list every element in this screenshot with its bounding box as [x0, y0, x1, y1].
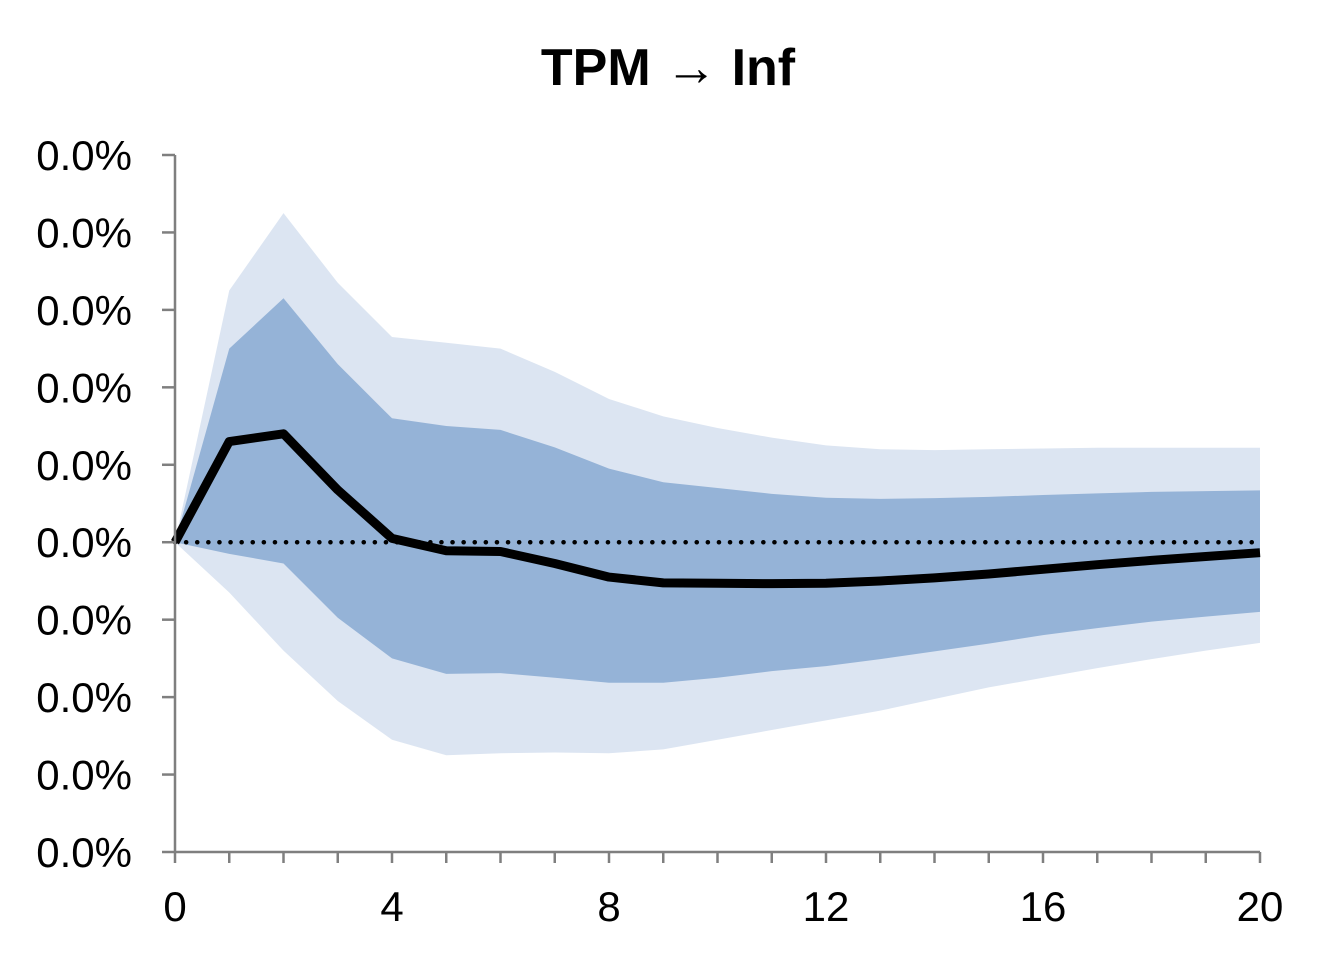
chart-title: TPM → Inf [541, 39, 796, 97]
y-tick-label: 0.0% [36, 674, 132, 721]
x-tick-label: 8 [597, 883, 620, 930]
y-tick-label: 0.0% [36, 132, 132, 179]
y-tick-label: 0.0% [36, 829, 132, 876]
y-tick-label: 0.0% [36, 752, 132, 799]
confidence-bands [175, 213, 1260, 756]
x-tick-label: 0 [163, 883, 186, 930]
x-tick-label: 16 [1020, 883, 1067, 930]
series-layer [171, 429, 1261, 589]
band-inner [175, 298, 1260, 683]
y-tick-label: 0.0% [36, 597, 132, 644]
y-tick-label: 0.0% [36, 364, 132, 411]
y-tick-label: 0.0% [36, 209, 132, 256]
x-tick-label: 12 [803, 883, 850, 930]
y-tick-label: 0.0% [36, 287, 132, 334]
y-tick-label: 0.0% [36, 519, 132, 566]
y-tick-label: 0.0% [36, 442, 132, 489]
axes [162, 153, 1262, 863]
y-tick-labels: 0.0% 0.0% 0.0% 0.0% 0.0% 0.0% 0.0% 0.0% 0.0% 0.0% [36, 132, 132, 876]
x-tick-label: 4 [380, 883, 403, 930]
x-tick-labels: 0 4 8 12 16 20 [163, 883, 1283, 930]
x-tick-label: 20 [1237, 883, 1284, 930]
series-line-0 [171, 429, 1261, 589]
